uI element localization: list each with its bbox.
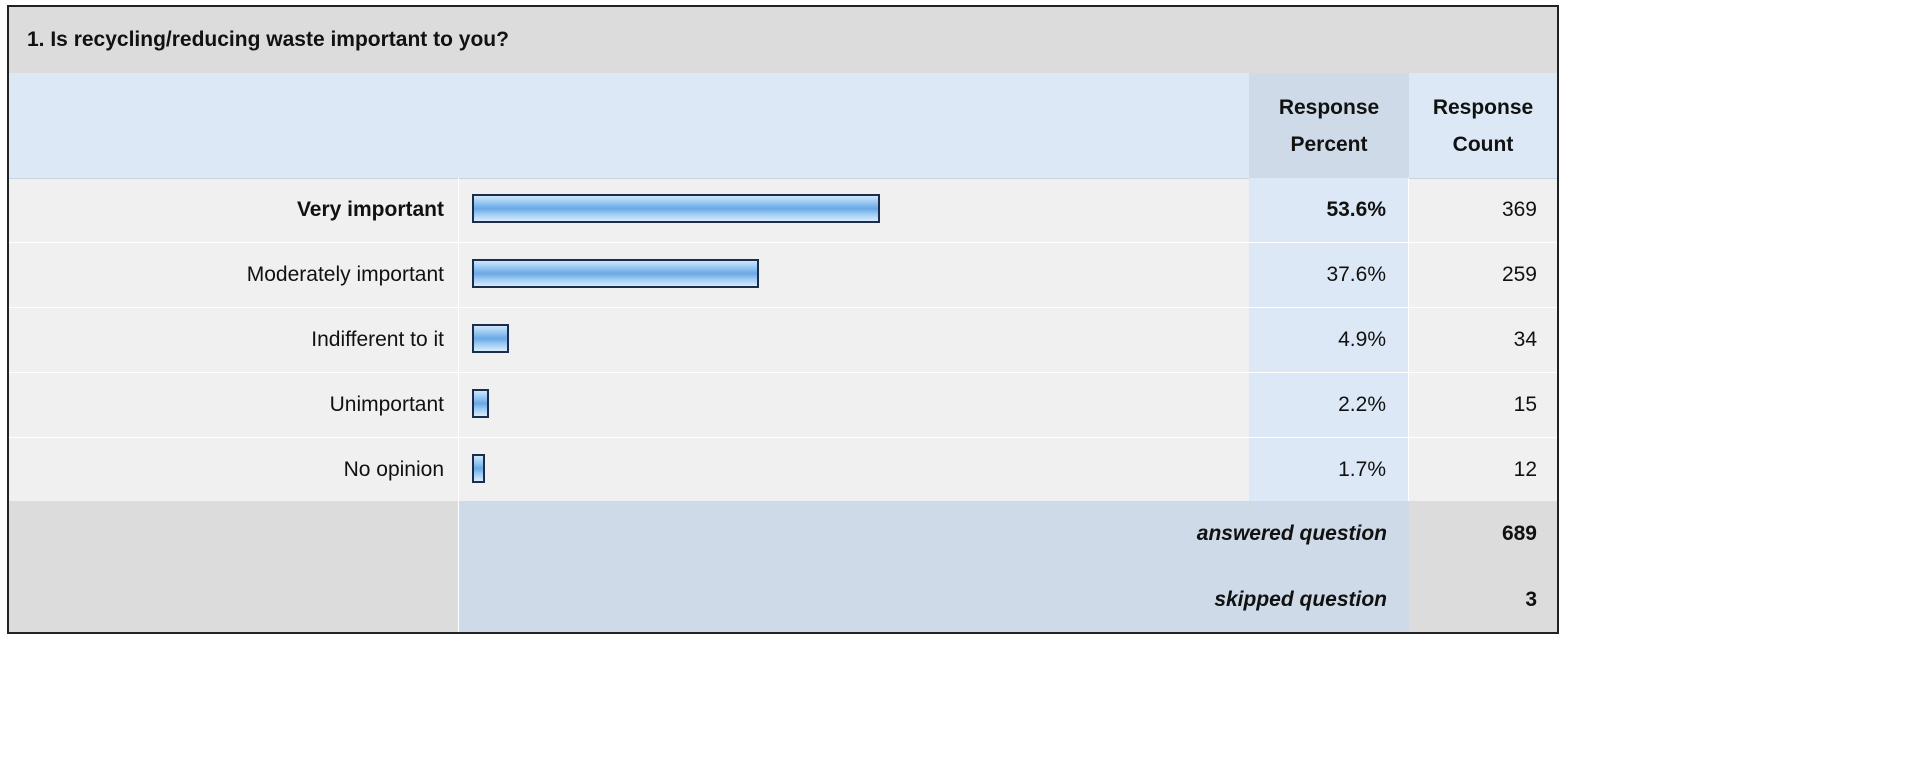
response-count-cell: 369 xyxy=(1409,178,1557,242)
bar-cell xyxy=(459,438,1249,502)
answer-row: Very important 53.6% 369 xyxy=(9,178,1557,243)
answered-question-row: answered question 689 xyxy=(9,501,1557,567)
answer-label: Indifferent to it xyxy=(311,328,444,351)
answer-label-cell: Unimportant xyxy=(9,373,459,437)
answer-label: Moderately important xyxy=(246,263,444,286)
response-percent-header-line2: Percent xyxy=(1290,132,1368,156)
response-count: 15 xyxy=(1513,393,1537,416)
response-count: 259 xyxy=(1501,263,1537,286)
response-percent-header-line1: Response xyxy=(1278,95,1380,119)
survey-results-table: 1. Is recycling/reducing waste important… xyxy=(7,5,1559,634)
answered-question-label: answered question xyxy=(1196,522,1387,545)
response-percent: 1.7% xyxy=(1338,458,1386,481)
answer-row: Unimportant 2.2% 15 xyxy=(9,373,1557,438)
answer-label: Very important xyxy=(296,198,444,221)
skipped-question-label: skipped question xyxy=(1214,587,1387,611)
answered-spacer xyxy=(9,501,459,567)
response-percent-header: Response Percent xyxy=(1249,73,1409,178)
response-bar xyxy=(472,259,759,288)
answered-question-value: 689 xyxy=(1501,522,1537,545)
response-count: 12 xyxy=(1513,458,1537,481)
answer-label-cell: Indifferent to it xyxy=(9,308,459,372)
question-title-row: 1. Is recycling/reducing waste important… xyxy=(9,7,1557,74)
question-title: 1. Is recycling/reducing waste important… xyxy=(27,28,509,51)
bar-cell xyxy=(459,308,1249,372)
answer-row: Indifferent to it 4.9% 34 xyxy=(9,308,1557,373)
answer-label-cell: Very important xyxy=(9,178,459,242)
skipped-question-value: 3 xyxy=(1525,587,1537,611)
answered-question-label-cell: answered question xyxy=(459,501,1409,567)
response-bar xyxy=(472,389,489,418)
response-percent: 4.9% xyxy=(1338,328,1386,351)
skipped-spacer xyxy=(9,567,459,632)
response-percent: 53.6% xyxy=(1326,198,1386,221)
response-count-cell: 15 xyxy=(1409,373,1557,437)
answer-row: No opinion 1.7% 12 xyxy=(9,438,1557,503)
response-percent-cell: 1.7% xyxy=(1249,438,1409,502)
answer-label: No opinion xyxy=(343,458,444,481)
answer-label-cell: No opinion xyxy=(9,438,459,502)
answer-row: Moderately important 37.6% 259 xyxy=(9,243,1557,308)
response-percent: 2.2% xyxy=(1338,393,1386,416)
response-count-header-line1: Response xyxy=(1432,95,1534,119)
answered-question-value-cell: 689 xyxy=(1409,501,1557,567)
bar-cell xyxy=(459,243,1249,307)
skipped-question-row: skipped question 3 xyxy=(9,567,1557,632)
bar-cell xyxy=(459,178,1249,242)
response-count-cell: 12 xyxy=(1409,438,1557,502)
column-header-row: Response Percent Response Count xyxy=(9,73,1557,179)
response-percent-cell: 4.9% xyxy=(1249,308,1409,372)
bar-cell xyxy=(459,373,1249,437)
response-percent-cell: 2.2% xyxy=(1249,373,1409,437)
response-bar xyxy=(472,324,509,353)
response-count-header-line2: Count xyxy=(1452,132,1514,156)
response-count-cell: 34 xyxy=(1409,308,1557,372)
answer-label: Unimportant xyxy=(329,393,444,416)
skipped-question-value-cell: 3 xyxy=(1409,567,1557,632)
response-percent: 37.6% xyxy=(1326,263,1386,286)
response-percent-cell: 53.6% xyxy=(1249,178,1409,242)
response-count-header: Response Count xyxy=(1409,73,1557,178)
response-count-cell: 259 xyxy=(1409,243,1557,307)
answer-label-cell: Moderately important xyxy=(9,243,459,307)
response-count: 369 xyxy=(1501,198,1537,221)
response-bar xyxy=(472,454,485,483)
skipped-question-label-cell: skipped question xyxy=(459,567,1409,632)
response-count: 34 xyxy=(1513,328,1537,351)
response-percent-cell: 37.6% xyxy=(1249,243,1409,307)
response-bar xyxy=(472,194,880,223)
